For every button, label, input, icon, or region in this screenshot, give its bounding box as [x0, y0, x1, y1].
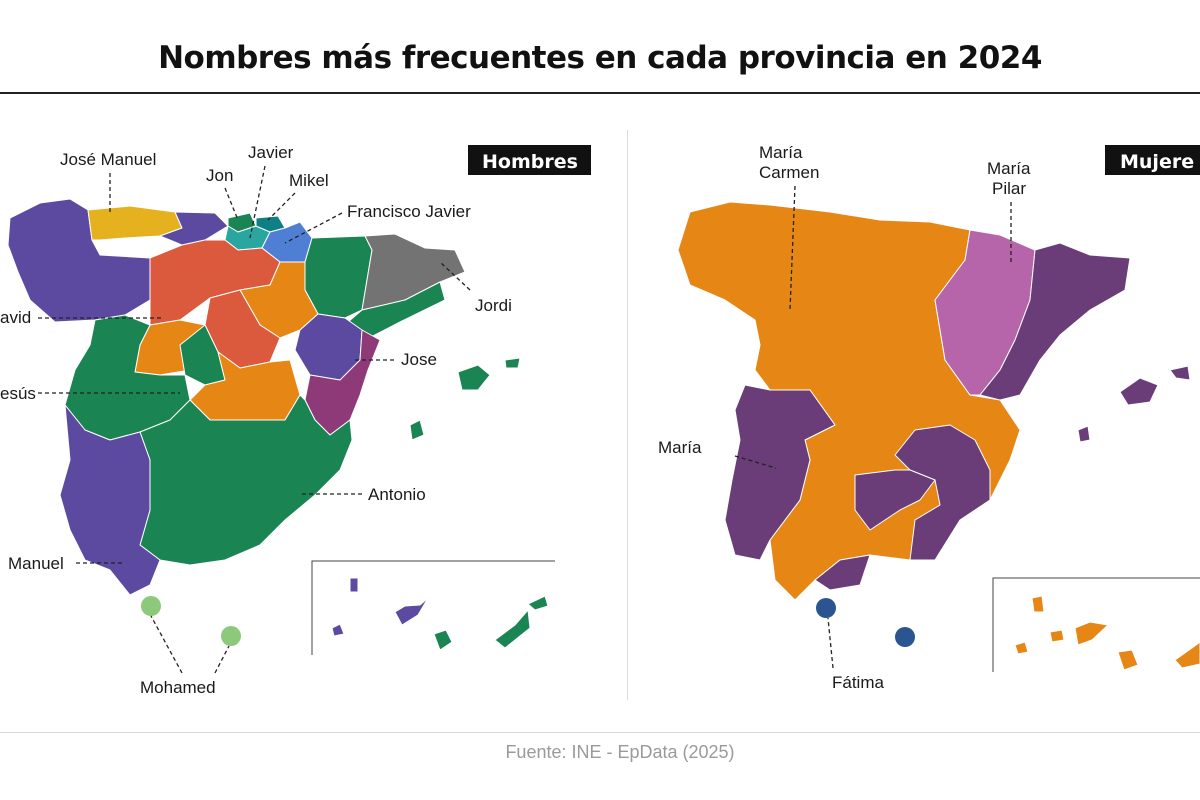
- region-maria: [724, 384, 836, 561]
- region-purple-cadiz: [814, 554, 871, 591]
- region-jordi: [361, 233, 466, 311]
- canary-islands-women: [1014, 595, 1200, 671]
- canary-inset-frame-men: [311, 560, 555, 655]
- badge-hombres-text: Hombres: [482, 151, 578, 173]
- leader-jon: [224, 187, 239, 221]
- page-title: Nombres más frecuentes en cada provincia…: [158, 40, 1042, 76]
- region-purple-south: [854, 469, 936, 531]
- region-tarragona: [347, 281, 446, 341]
- label-manuel: Manuel: [8, 554, 64, 573]
- region-catalonia-women: [979, 242, 1131, 401]
- leader-mohamed-ceuta: [150, 615, 183, 674]
- leader-mohamed-melilla: [214, 645, 230, 674]
- label-jon: Jon: [206, 166, 233, 185]
- region-manuel: [59, 404, 161, 596]
- label-maria-pilar-2: Pilar: [992, 179, 1026, 198]
- label-mikel: Mikel: [289, 171, 329, 190]
- label-javier: Javier: [248, 143, 294, 162]
- leader-francisco-javier: [284, 212, 343, 244]
- label-jose-manuel: José Manuel: [60, 150, 156, 169]
- region-aragon: [304, 235, 373, 319]
- islands-balearic-women: [1077, 365, 1191, 443]
- label-jose: Jose: [401, 350, 437, 369]
- label-maria-pilar-1: María: [987, 159, 1031, 178]
- men-map: Hombres José Manuel Javier Jon Mikel Fra…: [0, 143, 591, 697]
- canary-islands-men-green: [433, 595, 549, 651]
- leader-fatima: [827, 617, 834, 669]
- canary-inset-frame-women: [992, 577, 1200, 672]
- label-mohamed: Mohamed: [140, 678, 216, 697]
- label-jesus: esús: [0, 384, 36, 403]
- leader-javier: [249, 165, 266, 239]
- canary-islands-men: [331, 577, 429, 637]
- label-david: avid: [0, 308, 31, 327]
- badge-mujeres-text: Mujere: [1120, 151, 1194, 173]
- badge-mujeres: [1105, 145, 1200, 175]
- label-francisco-javier: Francisco Javier: [347, 202, 471, 221]
- marker-melilla-w: [895, 627, 915, 647]
- label-maria-carmen-1: María: [759, 143, 803, 162]
- label-maria-carmen-2: Carmen: [759, 163, 819, 182]
- women-map: Mujere María Carmen María Pilar María Fá…: [658, 143, 1200, 692]
- label-maria: María: [658, 438, 702, 457]
- title-rule: [0, 92, 1200, 94]
- islands-balearic-men: [409, 357, 521, 441]
- footer-rule: [0, 732, 1200, 733]
- badge-hombres: [468, 145, 591, 175]
- region-orange-north: [239, 261, 319, 339]
- label-fatima: Fátima: [832, 673, 885, 692]
- marker-ceuta: [141, 596, 161, 616]
- panel-divider: [627, 130, 628, 700]
- leader-mikel: [267, 192, 296, 221]
- label-jordi: Jordi: [475, 296, 512, 315]
- marker-ceuta-w: [816, 598, 836, 618]
- source-note: Fuente: INE - EpData (2025): [505, 742, 735, 762]
- leader-maria: [734, 455, 777, 469]
- marker-melilla: [221, 626, 241, 646]
- label-antonio: Antonio: [368, 485, 426, 504]
